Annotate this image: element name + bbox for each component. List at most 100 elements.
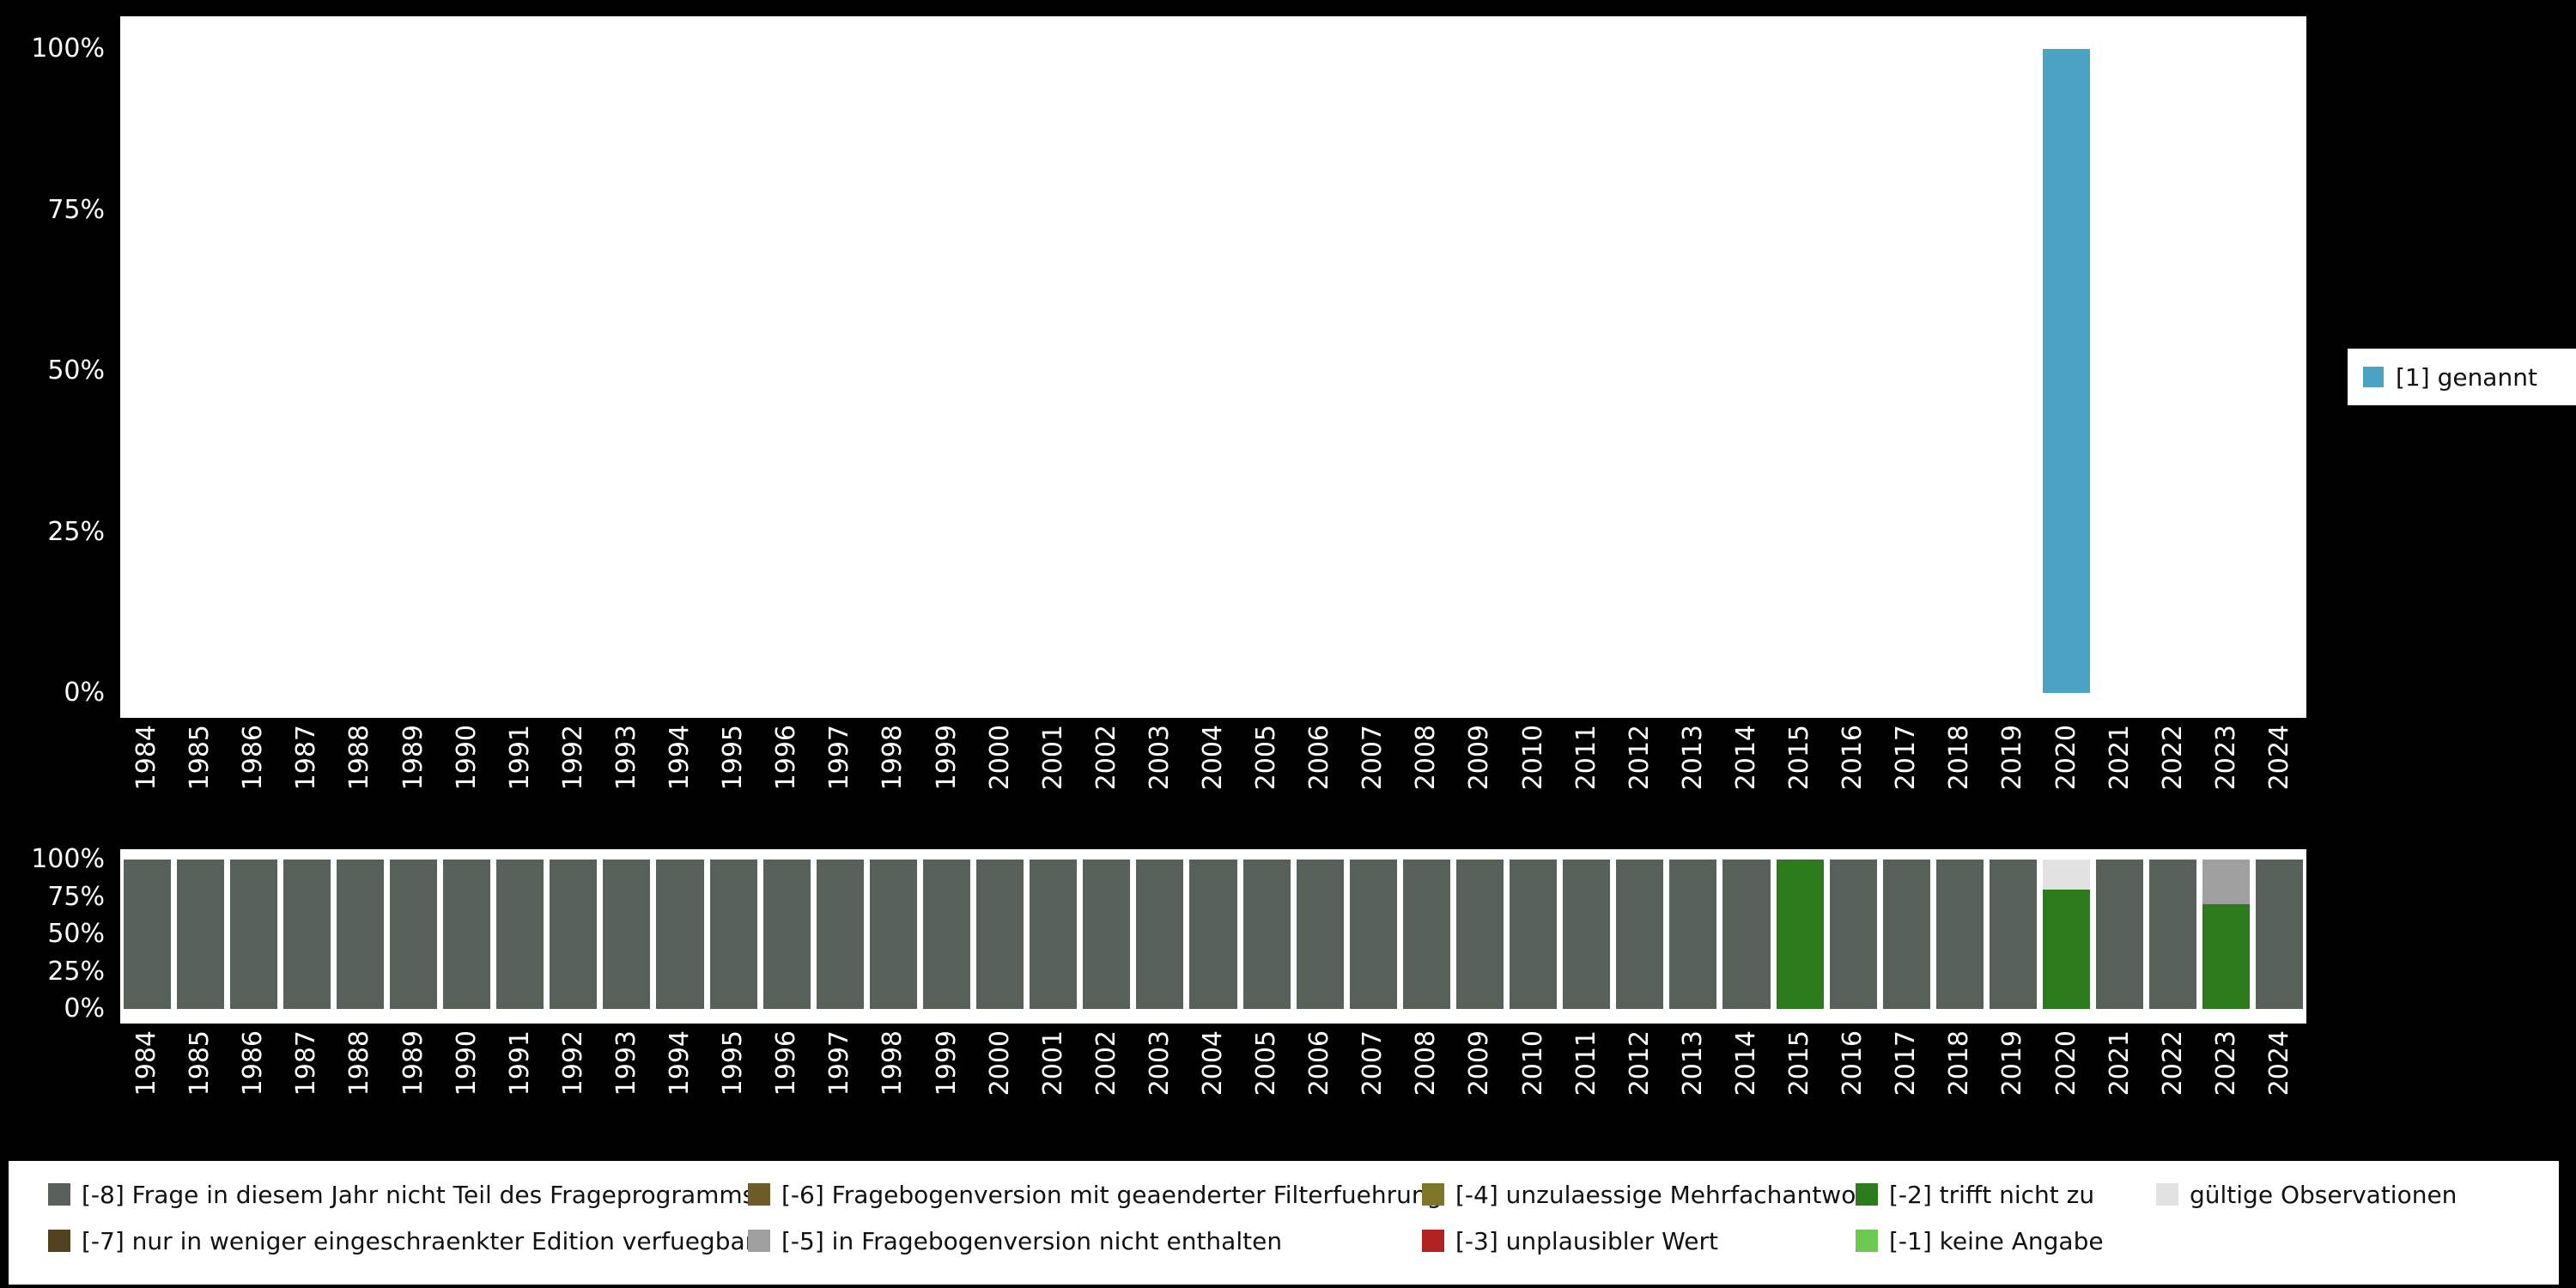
x-axis-year-label: 2014 (1730, 1030, 1761, 1097)
x-axis-year-label: 2011 (1571, 1030, 1601, 1097)
x-axis-year-label: 2002 (1091, 1030, 1121, 1097)
legend-swatch-icon (1856, 1183, 1878, 1206)
x-axis-year-label: 2005 (1251, 725, 1282, 791)
legend-item: [-5] in Fragebogenversion nicht enthalte… (748, 1219, 1422, 1262)
x-axis-year-label: 1993 (611, 1030, 641, 1097)
bar-segment-2019 (1989, 860, 2037, 1009)
x-axis-year-label: 2023 (2210, 1030, 2241, 1097)
x-axis-year-label: 2022 (2157, 1030, 2188, 1097)
x-axis-year-label: 1992 (557, 1030, 588, 1097)
legend-item-label: [-3] unplausibler Wert (1455, 1226, 1718, 1255)
legend-swatch-icon (48, 1230, 70, 1252)
x-axis-year-label: 1995 (718, 1030, 749, 1097)
x-axis-year-label: 2020 (2050, 1030, 2081, 1097)
bar-segment-1994 (656, 860, 704, 1009)
legend-swatch-icon (1422, 1230, 1444, 1252)
bar-segment-2003 (1136, 860, 1184, 1009)
bar-segment-1986 (229, 860, 277, 1009)
x-axis-year-label: 2017 (1891, 1030, 1922, 1097)
y-axis-tick-label: 0% (64, 677, 105, 708)
bar-segment-2000 (976, 860, 1024, 1009)
x-axis-year-label: 2012 (1624, 725, 1655, 791)
legend-item-label: gültige Observationen (2190, 1180, 2458, 1209)
bar-segment-2023 (2202, 860, 2251, 905)
legend-swatch-icon (2156, 1183, 2178, 1206)
y-axis-tick-label: 50% (47, 355, 105, 386)
legend-swatch-icon (1856, 1230, 1878, 1252)
bar-segment-2014 (1722, 860, 1771, 1009)
bar-segment-1999 (922, 860, 971, 1009)
x-axis-year-label: 2006 (1304, 1030, 1335, 1097)
bar-segment-2006 (1296, 860, 1344, 1009)
bar-segment-2020 (2043, 49, 2091, 693)
x-axis-year-label: 1985 (185, 725, 216, 791)
x-axis-year-label: 2008 (1411, 725, 1442, 791)
x-axis-year-label: 1985 (185, 1030, 216, 1097)
x-axis-year-label: 2002 (1091, 725, 1121, 791)
x-axis-year-label: 2013 (1677, 1030, 1708, 1097)
x-axis-year-label: 2012 (1624, 1030, 1655, 1097)
x-axis-year-label: 2024 (2263, 725, 2294, 791)
x-axis-year-label: 2013 (1677, 725, 1708, 791)
x-axis-year-label: 2015 (1784, 725, 1815, 791)
x-axis-year-label: 1988 (344, 1030, 375, 1097)
y-axis-tick-label: 50% (47, 919, 105, 949)
x-axis-year-label: 1990 (451, 1030, 482, 1097)
x-axis-year-label: 1989 (398, 1030, 428, 1097)
y-axis-tick-label: 100% (31, 33, 105, 64)
y-axis-tick-label: 75% (47, 194, 105, 225)
bar-segment-1991 (496, 860, 544, 1009)
bar-segment-2023 (2202, 904, 2251, 1009)
bar-segment-1998 (869, 860, 917, 1009)
x-axis-year-label: 2000 (984, 1030, 1015, 1097)
x-axis-year-label: 1991 (504, 725, 535, 791)
legend-swatch-icon (1422, 1183, 1444, 1206)
x-axis-year-label: 2018 (1944, 725, 1975, 791)
x-axis-year-label: 1991 (504, 1030, 535, 1097)
x-axis-year-label: 1998 (878, 1030, 908, 1097)
bar-segment-2020 (2043, 860, 2091, 890)
x-axis-year-label: 1994 (665, 725, 696, 791)
x-axis-year-label: 1997 (824, 1030, 855, 1097)
x-axis-year-label: 2018 (1944, 1030, 1975, 1097)
legend-item: [-1] keine Angabe (1856, 1219, 2156, 1262)
x-axis-year-label: 2010 (1517, 725, 1548, 791)
x-axis-year-label: 1987 (291, 725, 322, 791)
bar-segment-2017 (1882, 860, 1930, 1009)
legend-item: [-8] Frage in diesem Jahr nicht Teil des… (48, 1173, 755, 1216)
x-axis-year-label: 2016 (1838, 725, 1868, 791)
y-axis-tick-label: 25% (47, 516, 105, 547)
bar-segment-2002 (1083, 860, 1131, 1009)
legend-item-label: [-7] nur in weniger eingeschraenkter Edi… (82, 1226, 756, 1255)
y-axis-tick-label: 25% (47, 956, 105, 987)
x-axis-year-label: 2008 (1411, 1030, 1442, 1097)
bar-segment-2010 (1510, 860, 1558, 1009)
x-axis-year-label: 2020 (2050, 725, 2081, 791)
bar-segment-2007 (1349, 860, 1397, 1009)
x-axis-year-label: 1996 (771, 725, 802, 791)
bar-segment-1990 (443, 860, 491, 1009)
x-axis-year-label: 2016 (1838, 1030, 1868, 1097)
x-axis-year-label: 2007 (1358, 725, 1388, 791)
missing-values-chart (120, 849, 2306, 1024)
legend-swatch-icon (48, 1183, 70, 1206)
x-axis-year-label: 1996 (771, 1030, 802, 1097)
bar-segment-1984 (123, 860, 171, 1009)
legend-item-label: [-2] trifft nicht zu (1889, 1180, 2095, 1209)
genannt-swatch-icon (2363, 367, 2384, 387)
x-axis-year-label: 2004 (1198, 725, 1228, 791)
x-axis-year-label: 2021 (2104, 725, 2135, 791)
bar-segment-2008 (1402, 860, 1450, 1009)
bar-segment-2012 (1616, 860, 1664, 1009)
x-axis-year-label: 1999 (931, 1030, 962, 1097)
x-axis-year-label: 1989 (398, 725, 428, 791)
bar-segment-1996 (762, 860, 811, 1009)
bar-segment-2021 (2096, 860, 2144, 1009)
bar-segment-1997 (816, 860, 864, 1009)
x-axis-year-label: 1984 (131, 1030, 162, 1097)
legend-item-label: [-8] Frage in diesem Jahr nicht Teil des… (82, 1180, 756, 1209)
bar-segment-1988 (336, 860, 384, 1009)
bar-segment-2013 (1669, 860, 1717, 1009)
x-axis-year-label: 2004 (1198, 1030, 1228, 1097)
bar-segment-1995 (709, 860, 757, 1009)
